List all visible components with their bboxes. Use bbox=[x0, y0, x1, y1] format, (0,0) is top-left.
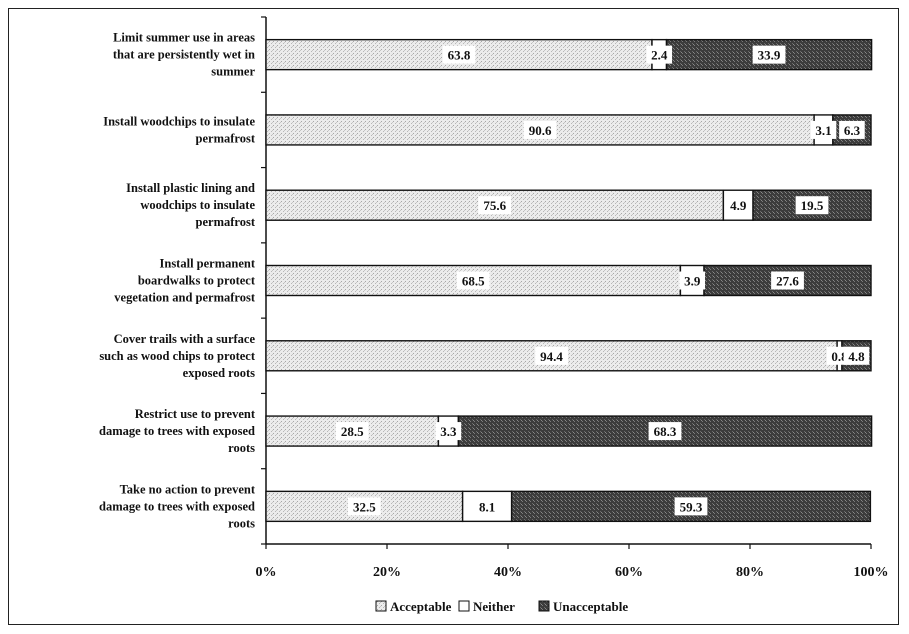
data-label-background bbox=[456, 271, 490, 290]
data-label: 68.3 bbox=[654, 424, 677, 439]
data-label-background bbox=[347, 497, 381, 516]
data-label: 27.6 bbox=[776, 274, 799, 289]
category-label-line: permafrost bbox=[196, 131, 256, 145]
data-label: 4.9 bbox=[730, 198, 747, 213]
data-label: 90.6 bbox=[529, 123, 552, 138]
legend-label: Neither bbox=[473, 599, 515, 614]
category-label-line: exposed roots bbox=[183, 366, 255, 380]
category-label-line: Install plastic lining and bbox=[126, 181, 255, 195]
x-tick-label: 40% bbox=[494, 565, 522, 580]
data-label: 3.9 bbox=[684, 274, 701, 289]
legend-label: Acceptable bbox=[390, 599, 452, 614]
category-label-line: Cover trails with a surface bbox=[114, 332, 256, 346]
data-label-background bbox=[523, 120, 557, 139]
legend-swatch bbox=[375, 600, 387, 612]
category-label-line: damage to trees with exposed bbox=[99, 499, 255, 513]
data-label: 3.1 bbox=[815, 123, 831, 138]
category-label-line: Limit summer use in areas bbox=[113, 31, 255, 45]
category-label-line: that are persistently wet in bbox=[113, 48, 255, 62]
data-label: 33.9 bbox=[758, 48, 781, 63]
data-label-background bbox=[725, 196, 752, 215]
category-label-line: woodchips to insulate bbox=[140, 198, 255, 212]
category-label-line: Restrict use to prevent bbox=[135, 407, 256, 421]
stacked-bar-chart: 0% 20% 40% 60% 80% 100% Limit summer use in a… bbox=[99, 16, 889, 614]
data-label: 28.5 bbox=[341, 424, 364, 439]
data-label-background bbox=[648, 422, 682, 441]
data-label-background bbox=[839, 120, 865, 139]
x-tick-label: 80% bbox=[736, 565, 764, 580]
data-label-background bbox=[435, 422, 462, 441]
legend-swatch bbox=[458, 600, 470, 612]
data-label: 2.4 bbox=[651, 48, 668, 63]
data-label: 8.1 bbox=[479, 499, 495, 514]
category-label-line: Install woodchips to insulate bbox=[103, 114, 255, 128]
category-label: Cover trails with a surface such as wood … bbox=[99, 332, 256, 380]
data-label: 3.3 bbox=[440, 424, 457, 439]
data-label: 68.5 bbox=[462, 274, 485, 289]
data-label: 6.3 bbox=[844, 123, 861, 138]
category-label: Limit summer use in areas that are persis… bbox=[113, 31, 256, 79]
x-tick-label: 100% bbox=[854, 565, 889, 580]
data-label-background bbox=[752, 45, 786, 64]
chart-frame: 0% 20% 40% 60% 80% 100% Limit summer use in a… bbox=[8, 8, 899, 625]
data-label-background bbox=[646, 45, 673, 64]
category-label-line: roots bbox=[228, 441, 255, 455]
data-label: 4.8 bbox=[848, 349, 865, 364]
data-label-background bbox=[442, 45, 476, 64]
data-label: 75.6 bbox=[483, 198, 506, 213]
data-label-background bbox=[335, 422, 369, 441]
data-label-background bbox=[674, 497, 708, 516]
category-label: Take no action to prevent damage to trees… bbox=[99, 482, 256, 530]
category-label-line: Install permanent bbox=[160, 257, 256, 271]
category-label: Install permanent boardwalks to protect ve… bbox=[114, 257, 256, 305]
category-label: Install plastic lining and woodchips to i… bbox=[126, 181, 256, 229]
data-label-background bbox=[810, 120, 837, 139]
legend-swatch bbox=[538, 600, 550, 612]
category-label-line: Take no action to prevent bbox=[120, 482, 256, 496]
data-label-background bbox=[478, 196, 512, 215]
data-label: 32.5 bbox=[353, 499, 376, 514]
data-label-background bbox=[474, 497, 500, 516]
data-label-background bbox=[795, 196, 829, 215]
legend-label: Unacceptable bbox=[553, 599, 628, 614]
x-tick-label: 20% bbox=[373, 565, 401, 580]
category-label: Restrict use to prevent damage to trees w… bbox=[99, 407, 256, 455]
x-tick-label: 0% bbox=[256, 565, 277, 580]
data-label-background bbox=[843, 346, 870, 365]
category-label-line: boardwalks to protect bbox=[138, 274, 256, 288]
category-label-line: damage to trees with exposed bbox=[99, 424, 255, 438]
x-tick-label: 60% bbox=[615, 565, 643, 580]
data-label: 19.5 bbox=[801, 198, 824, 213]
data-label-background bbox=[535, 346, 568, 365]
category-label-line: permafrost bbox=[196, 215, 256, 229]
data-label-background bbox=[679, 271, 706, 290]
data-label: 59.3 bbox=[680, 499, 703, 514]
category-label-line: roots bbox=[228, 516, 255, 530]
category-label-line: such as wood chips to protect bbox=[99, 349, 256, 363]
category-label-line: summer bbox=[211, 65, 255, 79]
data-label: 63.8 bbox=[448, 48, 471, 63]
data-label-background bbox=[771, 271, 804, 290]
category-label: Install woodchips to insulate permafrost bbox=[103, 114, 256, 145]
data-label: 94.4 bbox=[540, 349, 563, 364]
category-label-line: vegetation and permafrost bbox=[114, 291, 256, 305]
